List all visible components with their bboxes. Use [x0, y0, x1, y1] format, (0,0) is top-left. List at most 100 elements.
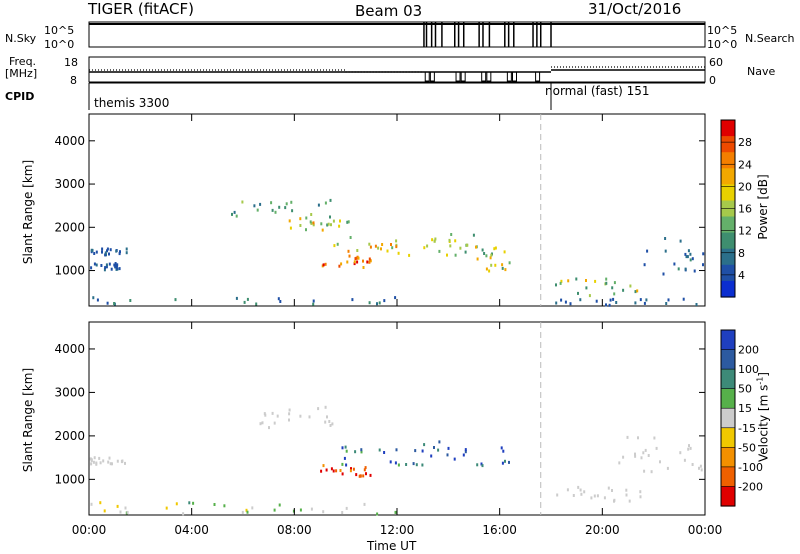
freq-label-1: Freq.: [9, 55, 37, 68]
power-cell: [259, 202, 262, 206]
power-cell: [639, 298, 642, 302]
power-cell: [448, 238, 451, 242]
velocity-colorbar-swatch: [721, 349, 735, 370]
power-cell: [246, 297, 249, 301]
power-cell: [449, 244, 452, 248]
power-cell: [687, 249, 690, 253]
velocity-cell: [369, 473, 372, 477]
power-cell: [426, 244, 429, 248]
power-cell: [559, 281, 562, 285]
velocity-cell: [324, 405, 327, 409]
velocity-cell: [329, 424, 332, 427]
power-cell: [613, 281, 616, 285]
power-cell: [353, 260, 356, 264]
velocity-cell: [423, 443, 426, 447]
velocity-cell: [397, 463, 400, 467]
power-cell: [494, 263, 497, 267]
power-cell: [96, 298, 99, 302]
velocity-cell: [98, 456, 101, 460]
velocity-cell: [192, 501, 195, 505]
velocity-cell: [659, 460, 661, 464]
power-cell: [312, 221, 315, 225]
power-cell: [312, 299, 315, 303]
y-tick-label: 1000: [54, 264, 85, 278]
velocity-cell: [355, 473, 358, 477]
velocity-cell: [261, 421, 264, 425]
velocity-cell: [593, 494, 596, 498]
velocity-cell: [679, 451, 682, 455]
power-cell: [324, 201, 327, 205]
velocity-cell: [273, 508, 276, 512]
power-cell: [356, 260, 359, 264]
velocity-cell: [625, 488, 628, 492]
velocity-data-cells: [89, 405, 703, 516]
power-cell: [431, 238, 434, 242]
velocity-cell: [259, 422, 262, 426]
power-cell: [493, 247, 496, 251]
y-tick-label: 1000: [54, 472, 85, 486]
power-cell: [634, 290, 637, 294]
velocity-cell: [288, 412, 291, 416]
x-tick-label: 20:00: [585, 523, 620, 537]
power-cell: [340, 262, 343, 266]
velocity-cell: [481, 464, 484, 468]
velocity-cell: [622, 455, 625, 459]
velocity-cell: [363, 502, 366, 506]
power-cell: [362, 266, 365, 269]
power-cell: [643, 301, 646, 305]
power-cell: [613, 292, 616, 296]
velocity-cell: [590, 496, 593, 500]
velocity-cell: [109, 462, 112, 466]
freq-spike: [429, 71, 435, 82]
velocity-cell: [288, 418, 290, 422]
nsearch-tick-top: 10^5: [707, 24, 738, 37]
velocity-cell: [245, 508, 248, 512]
velocity-colorbar-frame: [720, 329, 736, 507]
power-cell: [277, 297, 280, 301]
power-cell: [673, 262, 676, 266]
power-cell: [643, 263, 646, 267]
velocity-cell: [618, 461, 621, 465]
power-cell: [567, 279, 570, 283]
power-colorbar-tick-label: 4: [738, 269, 745, 282]
power-cell: [93, 262, 96, 266]
power-cell: [324, 262, 327, 266]
velocity-cell: [647, 454, 650, 457]
velocity-cell: [364, 466, 367, 470]
velocity-cell: [332, 469, 335, 473]
velocity-cell: [502, 449, 505, 453]
velocity-cell: [412, 462, 415, 466]
power-cell: [386, 249, 389, 253]
velocity-colorbar: 200 100 50 15 -15 -50 -100 -200: [720, 329, 763, 507]
date-title: 31/Oct/2016: [588, 0, 682, 18]
velocity-cell: [99, 501, 102, 505]
y-tick-label: 3000: [54, 177, 85, 191]
velocity-cell: [95, 461, 98, 465]
velocity-cell: [89, 457, 92, 461]
velocity-cell: [344, 445, 347, 449]
power-cell: [611, 286, 614, 290]
power-cell: [366, 260, 369, 264]
power-cell: [585, 286, 588, 290]
velocity-cell: [119, 510, 122, 514]
power-cell: [560, 279, 563, 283]
power-cell: [368, 260, 371, 264]
velocity-cell: [603, 496, 606, 500]
power-cell: [118, 267, 121, 271]
velocity-cell: [438, 440, 441, 444]
velocity-cell: [405, 463, 408, 466]
velocity-cell: [124, 461, 126, 465]
power-colorbar-tick-label: 8: [738, 247, 745, 260]
power-colorbar-swatch: [721, 168, 735, 185]
power-cell: [684, 267, 687, 271]
velocity-cell: [328, 420, 331, 423]
power-cell: [95, 250, 98, 254]
power-cell: [119, 250, 121, 254]
power-cell: [689, 252, 692, 256]
power-panel-frame: [88, 113, 706, 307]
power-cell: [105, 263, 108, 267]
velocity-cell: [640, 456, 643, 460]
nsky-tick-bottom: 10^0: [44, 38, 75, 51]
power-cell: [380, 247, 382, 251]
velocity-cell: [251, 506, 254, 510]
